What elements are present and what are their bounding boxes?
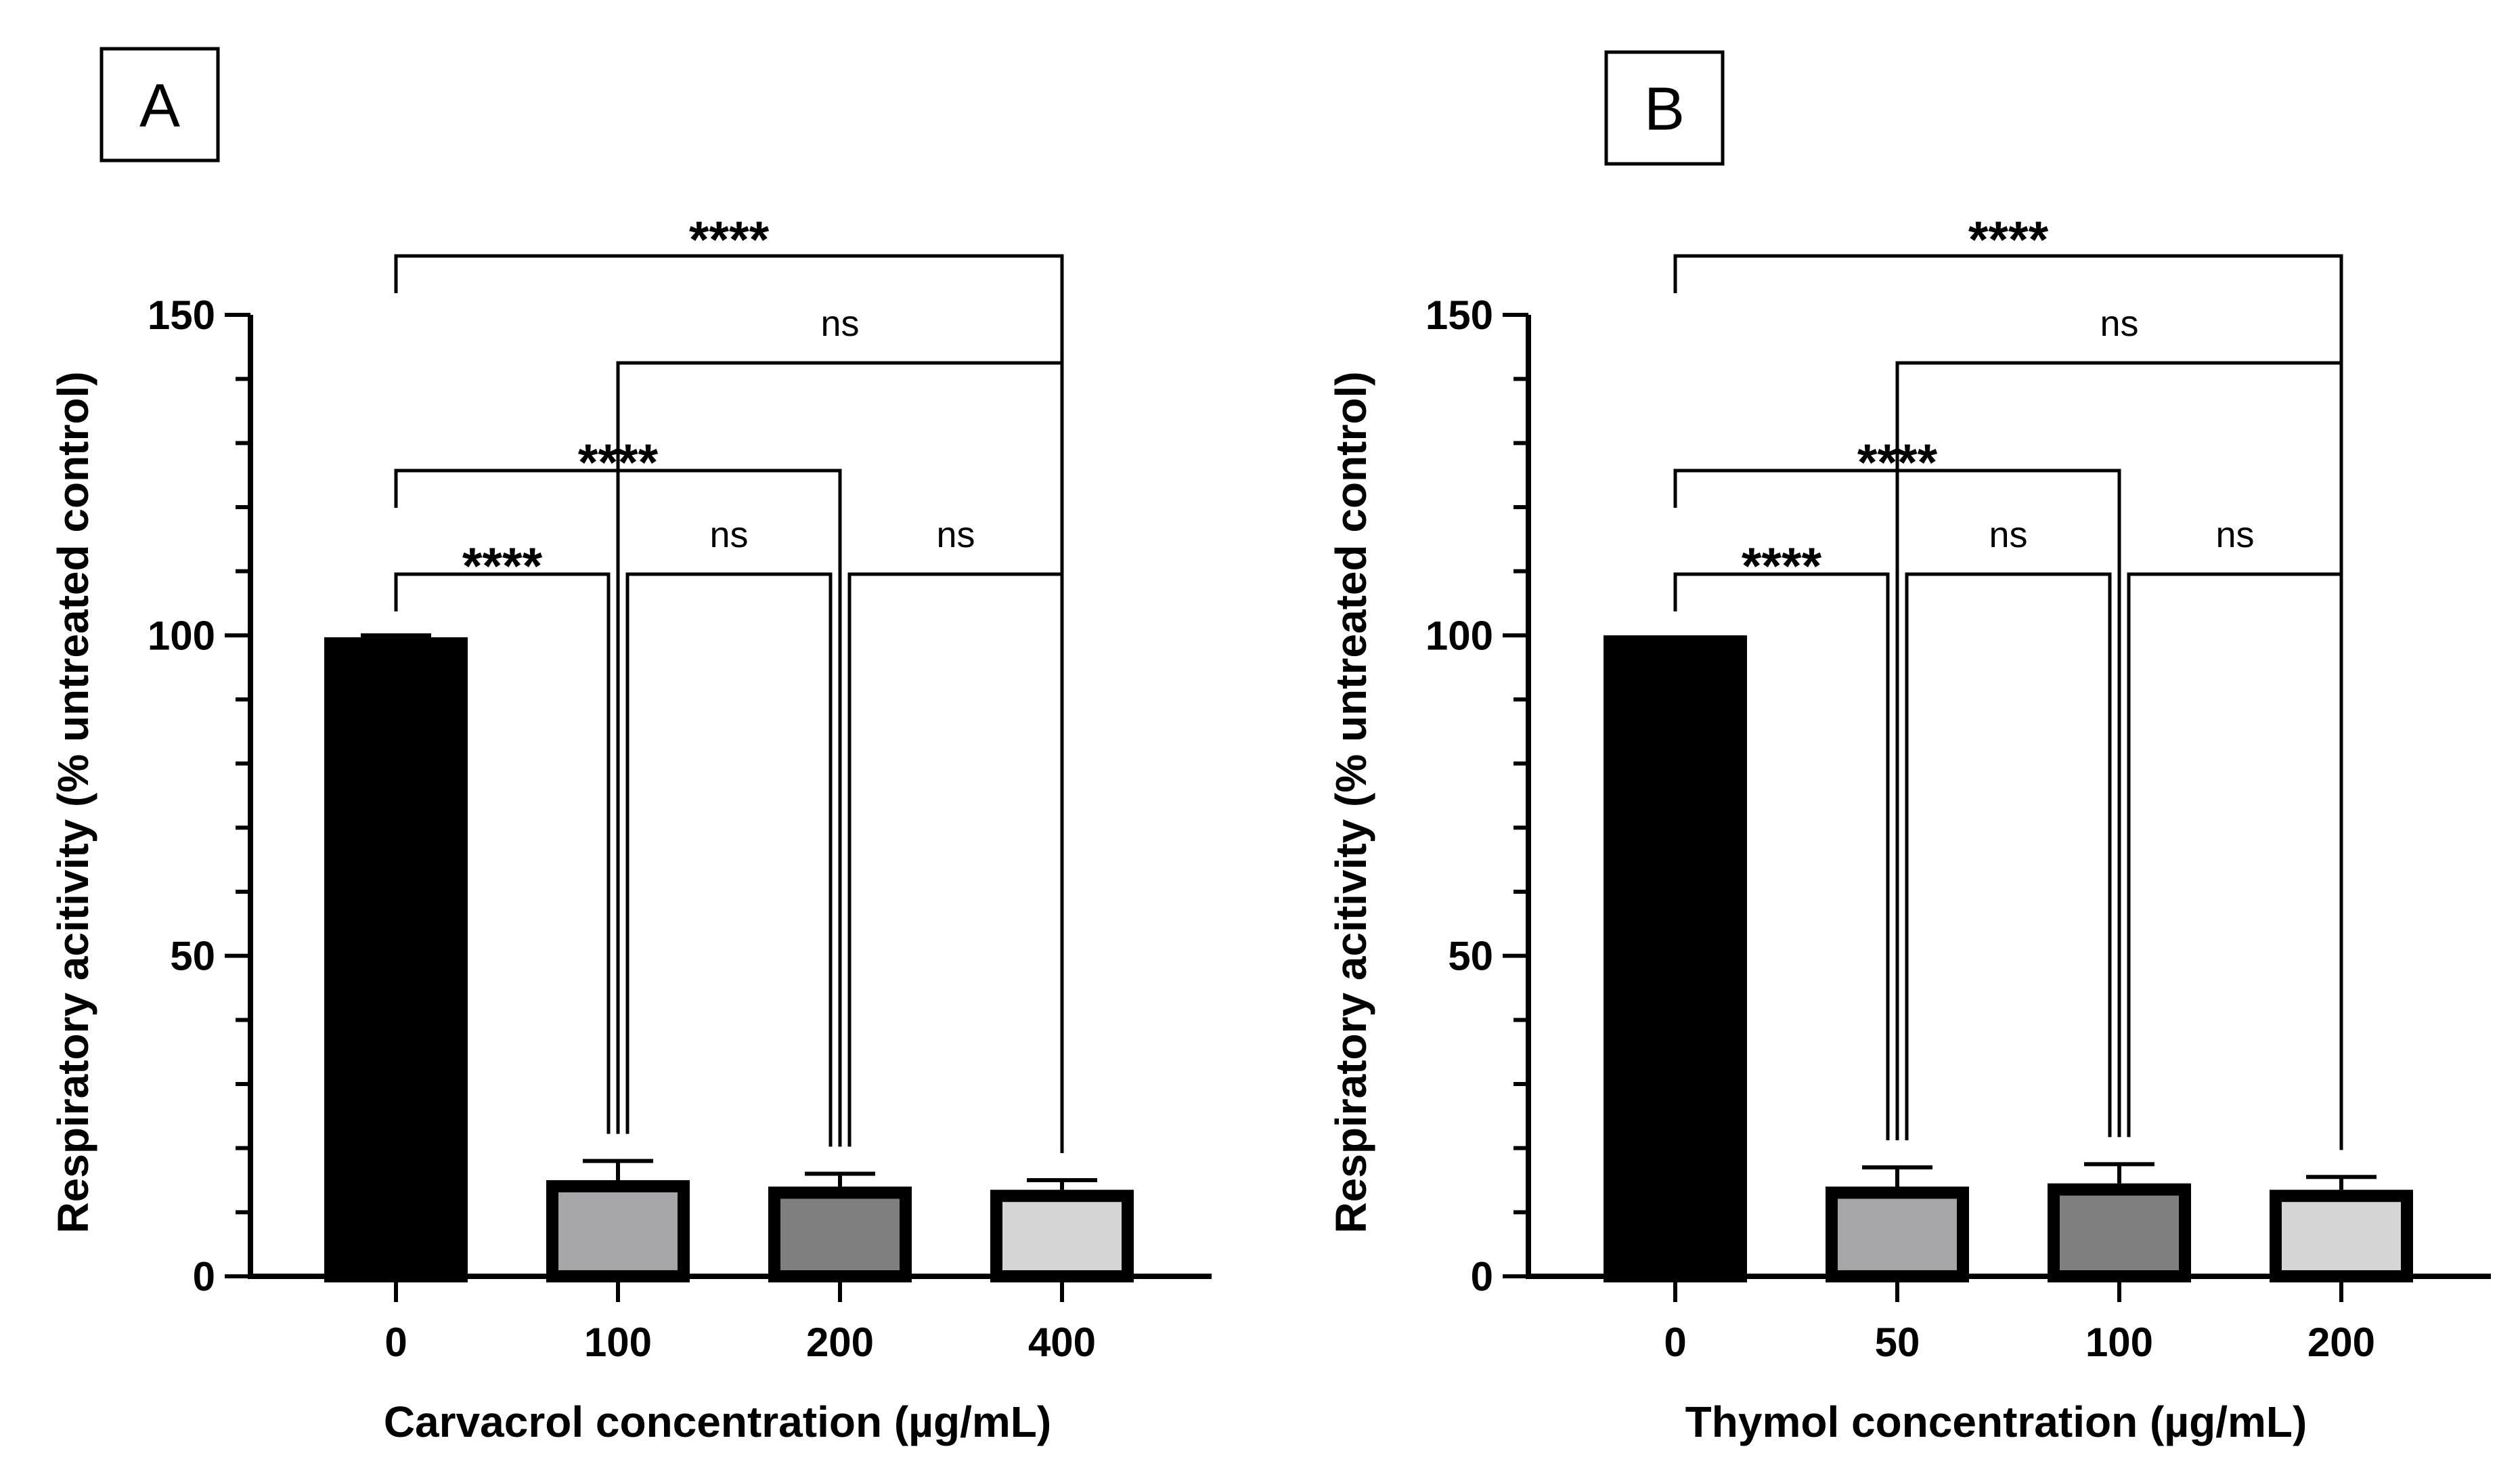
bar-200 [2270, 1190, 2413, 1282]
significance-bracket [1673, 254, 2343, 1150]
y-tick-label: 150 [148, 293, 215, 338]
bar-100 [2048, 1183, 2191, 1282]
x-tick-label: 100 [2085, 1320, 2153, 1365]
significance-bracket [1905, 572, 2112, 1141]
significance-bracket [2127, 572, 2343, 1150]
y-tick-label: 50 [1448, 934, 1493, 979]
significance-bracket [394, 572, 611, 1134]
significance-ns-label: ns [820, 303, 859, 344]
significance-ns-label: ns [2215, 515, 2254, 555]
significance-stars-label: **** [578, 434, 659, 492]
significance-bracket [1673, 469, 2121, 1138]
x-tick-label: 200 [806, 1320, 874, 1365]
x-axis-title: Carvacrol concentration (µg/mL) [384, 1398, 1051, 1446]
significance-ns-label: ns [1989, 515, 2027, 555]
x-tick-label: 0 [1664, 1320, 1686, 1365]
x-tick-label: 200 [2307, 1320, 2375, 1365]
significance-stars-label: **** [462, 538, 543, 595]
significance-bracket [1673, 572, 1890, 1141]
significance-ns-label: ns [709, 515, 748, 555]
significance-ns-label: ns [936, 515, 975, 555]
bar-100 [546, 1180, 690, 1282]
panel-letter-box [1604, 50, 1725, 166]
y-tick-label: 150 [1425, 293, 1493, 338]
bar-200 [768, 1186, 912, 1283]
bar-0 [1604, 635, 1747, 1282]
panel-letter: A [139, 72, 180, 140]
significance-bracket [625, 572, 833, 1147]
significance-ns-label: ns [2100, 303, 2138, 344]
y-tick-label: 100 [1425, 613, 1493, 658]
significance-stars-label: **** [1742, 538, 1822, 595]
y-tick-label: 0 [193, 1254, 215, 1299]
panel-letter-box [100, 47, 220, 163]
y-tick-label: 100 [148, 613, 215, 658]
panel-a: A 0 50 100 150 0 100 200 400 Carvacrol concentrat… [49, 47, 1212, 1446]
y-axis-title: Respiratory acitivity (% untreated contr… [1327, 371, 1375, 1233]
panel-letter: B [1644, 76, 1685, 144]
significance-stars-label: **** [689, 211, 770, 269]
x-tick-label: 0 [384, 1320, 407, 1365]
significance-bracket [394, 254, 1064, 1153]
y-tick-label: 50 [170, 934, 215, 979]
bar-50 [1826, 1186, 1969, 1283]
significance-bracket [394, 469, 842, 1147]
significance-bracket [847, 572, 1064, 1153]
x-tick-label: 400 [1028, 1320, 1096, 1365]
significance-stars-label: **** [1968, 211, 2049, 269]
y-axis-title: Respiratory acitivity (% untreated contr… [49, 371, 97, 1233]
bar-400 [990, 1190, 1134, 1282]
bar-0 [324, 637, 468, 1282]
y-tick-label: 0 [1471, 1254, 1493, 1299]
x-axis-title: Thymol concentration (µg/mL) [1685, 1398, 2307, 1446]
significance-stars-label: **** [1857, 434, 1938, 492]
x-tick-label: 50 [1875, 1320, 1920, 1365]
x-tick-label: 100 [584, 1320, 652, 1365]
